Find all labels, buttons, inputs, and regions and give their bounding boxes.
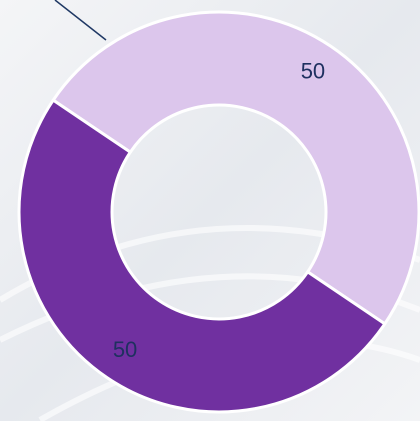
donut-segment bbox=[17, 98, 387, 414]
data-label: 50 bbox=[301, 59, 325, 84]
donut: 50 50 bbox=[17, 10, 420, 414]
leader-line bbox=[54, 0, 107, 41]
donut-segment bbox=[51, 10, 420, 326]
data-label: 50 bbox=[113, 337, 137, 362]
